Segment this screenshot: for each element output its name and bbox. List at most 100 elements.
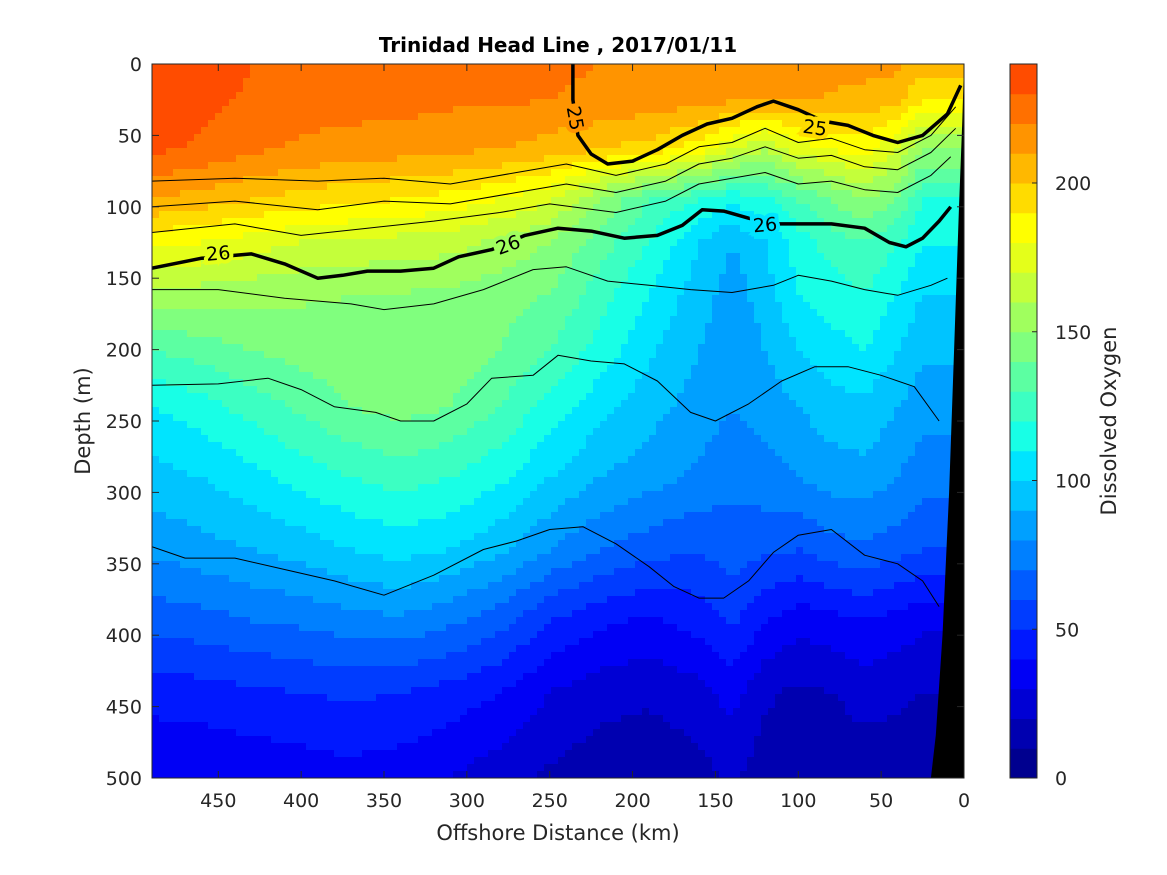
contour-cell	[551, 351, 559, 359]
contour-cell	[894, 309, 902, 317]
contour-cell	[803, 106, 811, 114]
contour-cell	[285, 148, 293, 156]
contour-cell	[264, 351, 272, 359]
contour-cell	[509, 190, 517, 198]
contour-cell	[474, 260, 482, 268]
contour-cell	[712, 162, 720, 170]
contour-cell	[712, 218, 720, 226]
contour-cell	[383, 344, 391, 352]
contour-cell	[397, 99, 405, 107]
contour-cell	[712, 295, 720, 303]
contour-cell	[901, 155, 909, 163]
contour-cell	[243, 351, 251, 359]
contour-cell	[467, 211, 475, 219]
contour-cell	[887, 281, 895, 289]
contour-cell	[432, 239, 440, 247]
contour-cell	[922, 99, 930, 107]
contour-cell	[299, 351, 307, 359]
contour-cell	[663, 155, 671, 163]
contour-cell	[901, 281, 909, 289]
contour-cell	[166, 204, 174, 212]
contour-cell	[607, 316, 615, 324]
contour-cell	[880, 64, 888, 72]
contour-cell	[621, 323, 629, 331]
contour-cell	[306, 64, 314, 72]
contour-cell	[740, 127, 748, 135]
contour-cell	[173, 295, 181, 303]
contour-cell	[775, 253, 783, 261]
contour-cell	[796, 134, 804, 142]
contour-cell	[733, 183, 741, 191]
contour-cell	[936, 239, 944, 247]
contour-cell	[509, 85, 517, 93]
contour-cell	[803, 113, 811, 121]
contour-cell	[775, 141, 783, 149]
contour-cell	[733, 162, 741, 170]
contour-cell	[320, 99, 328, 107]
contour-cell	[761, 281, 769, 289]
contour-cell	[789, 141, 797, 149]
contour-cell	[278, 309, 286, 317]
contour-cell	[180, 99, 188, 107]
contour-cell	[796, 113, 804, 121]
contour-cell	[222, 344, 230, 352]
contour-cell	[369, 309, 377, 317]
contour-cell	[495, 225, 503, 233]
contour-cell	[327, 260, 335, 268]
contour-cell	[355, 246, 363, 254]
contour-cell	[838, 358, 846, 366]
contour-cell	[782, 169, 790, 177]
contour-cell	[446, 148, 454, 156]
contour-cell	[754, 134, 762, 142]
contour-cell	[635, 281, 643, 289]
contour-cell	[166, 64, 174, 72]
contour-cell	[523, 176, 531, 184]
contour-cell	[264, 64, 272, 72]
contour-cell	[565, 99, 573, 107]
contour-cell	[572, 218, 580, 226]
contour-cell	[768, 204, 776, 212]
contour-cell	[320, 106, 328, 114]
contour-cell	[180, 295, 188, 303]
contour-cell	[327, 309, 335, 317]
contour-cell	[341, 295, 349, 303]
contour-cell	[852, 71, 860, 79]
contour-cell	[782, 309, 790, 317]
contour-cell	[264, 106, 272, 114]
contour-cell	[376, 85, 384, 93]
contour-cell	[215, 99, 223, 107]
contour-cell	[390, 183, 398, 191]
contour-cell	[901, 190, 909, 198]
contour-cell	[194, 344, 202, 352]
contour-cell	[166, 358, 174, 366]
contour-cell	[327, 155, 335, 163]
contour-cell	[796, 190, 804, 198]
contour-cell	[215, 295, 223, 303]
contour-cell	[894, 85, 902, 93]
contour-cell	[915, 246, 923, 254]
contour-cell	[208, 344, 216, 352]
contour-cell	[194, 64, 202, 72]
contour-cell	[432, 274, 440, 282]
contour-cell	[859, 176, 867, 184]
contour-cell	[810, 120, 818, 128]
contour-cell	[306, 120, 314, 128]
contour-cell	[845, 197, 853, 205]
contour-cell	[180, 309, 188, 317]
contour-cell	[775, 337, 783, 345]
contour-cell	[516, 218, 524, 226]
contour-cell	[782, 323, 790, 331]
contour-cell	[614, 162, 622, 170]
contour-cell	[789, 288, 797, 296]
contour-cell	[383, 134, 391, 142]
contour-cell	[432, 232, 440, 240]
contour-cell	[761, 330, 769, 338]
contour-cell	[376, 358, 384, 366]
contour-cell	[306, 351, 314, 359]
contour-cell	[390, 190, 398, 198]
contour-cell	[278, 302, 286, 310]
contour-cell	[439, 71, 447, 79]
contour-cell	[411, 281, 419, 289]
contour-cell	[201, 183, 209, 191]
contour-cell	[446, 64, 454, 72]
